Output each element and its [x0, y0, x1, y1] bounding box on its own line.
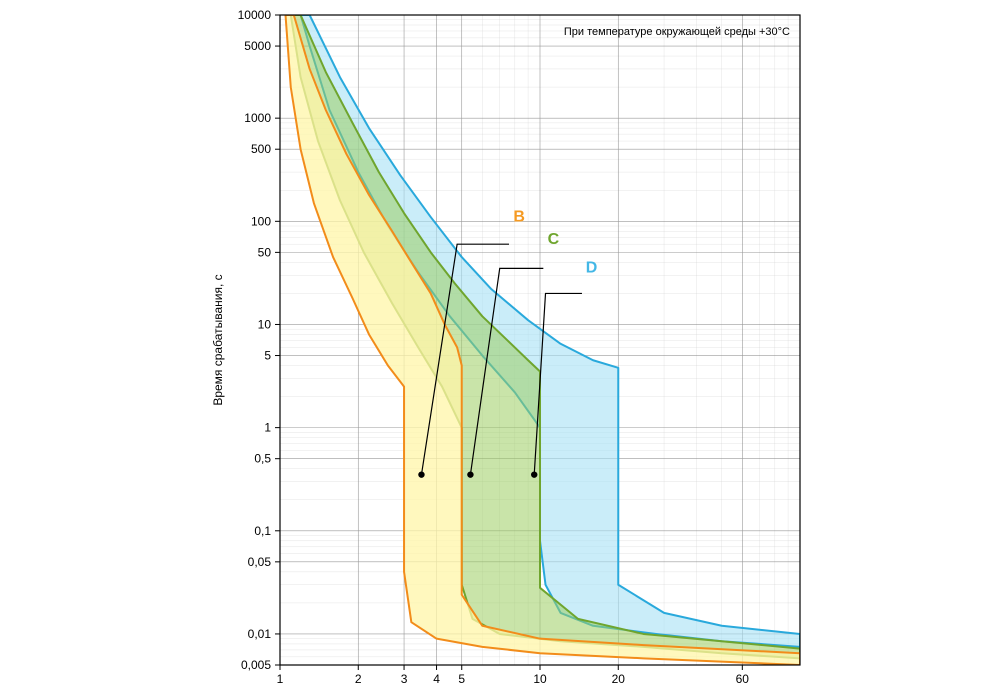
y-tick-label: 0,05: [248, 555, 272, 569]
y-tick-label: 50: [258, 245, 272, 259]
x-tick-label: 3: [401, 672, 408, 686]
curve-label-D: D: [586, 259, 598, 276]
y-axis-label: Время срабатывания, с: [211, 274, 225, 405]
y-tick-label: 5: [264, 349, 271, 363]
x-tick-label: 4: [433, 672, 440, 686]
y-tick-label: 500: [251, 142, 271, 156]
y-tick-label: 0,1: [254, 524, 271, 538]
y-tick-label: 5000: [244, 39, 271, 53]
x-tick-label: 60: [736, 672, 750, 686]
y-tick-label: 100: [251, 214, 271, 228]
x-tick-label: 10: [533, 672, 547, 686]
trip-curve-chart: 10000 5000 1000 500 100 50 10 5 1 0,5 0,1 0,05 0,01 0…: [0, 0, 1000, 700]
x-tick-label: 2: [355, 672, 362, 686]
y-tick-label: 10: [258, 317, 272, 331]
x-tick-label: 20: [612, 672, 626, 686]
x-tick-label: 1: [277, 672, 284, 686]
y-tick-label: 0,005: [241, 658, 271, 672]
chart-note: При температуре окружающей среды +30°C: [564, 26, 790, 38]
y-tick-label: 1: [264, 421, 271, 435]
curve-label-B: B: [513, 208, 525, 225]
y-tick-label: 1000: [244, 111, 271, 125]
x-tick-label: 5: [458, 672, 465, 686]
y-tick-label: 10000: [238, 8, 272, 22]
curve-label-C: C: [548, 231, 560, 248]
y-tick-label: 0,5: [254, 452, 271, 466]
y-tick-label: 0,01: [248, 627, 272, 641]
